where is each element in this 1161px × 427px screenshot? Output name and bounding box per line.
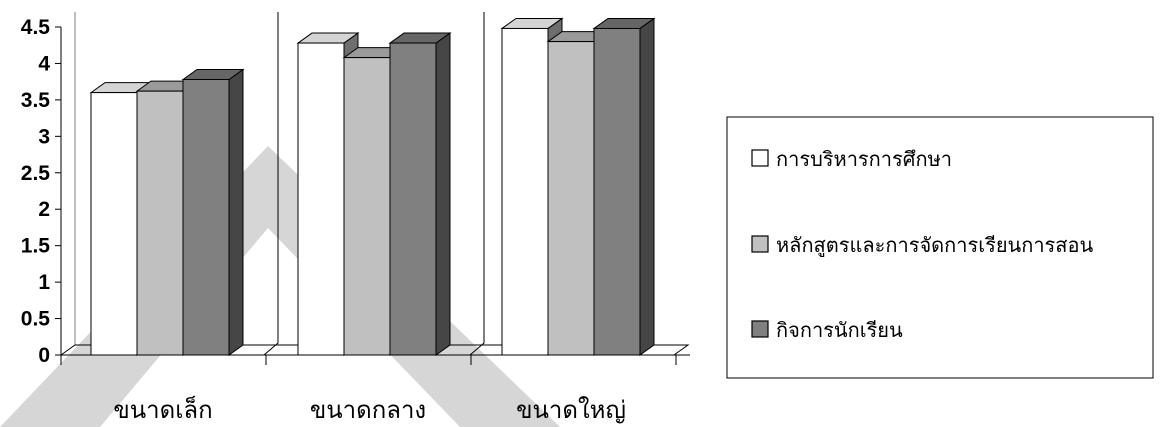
- bar-side-face: [228, 68, 244, 356]
- bar-front-face: [389, 42, 437, 356]
- y-tick-label: 0.5: [21, 308, 51, 331]
- bar-front-face: [182, 78, 230, 356]
- legend-label: หลักสูตรและการจัดการเรียนการสอน: [776, 233, 1094, 258]
- bar-1-3: [181, 68, 245, 356]
- wall-divider-1: [263, 12, 279, 356]
- background-chevron-shape: [0, 146, 560, 427]
- y-tick-label: 2.5: [21, 162, 51, 185]
- y-tick-label: 3.5: [21, 89, 51, 112]
- bar-front-face: [297, 42, 345, 356]
- bar-front-face: [593, 27, 641, 356]
- bar-side-face: [639, 17, 655, 356]
- legend: การบริหารการศึกษาหลักสูตรและการจัดการเรี…: [726, 116, 1154, 379]
- bar-front-face: [136, 90, 184, 356]
- axes: 0 0.5 1 1.5 2 2.5 3 3.5 4 4.5 ขนาดเล็ก ขนาดกลาง ขนาด…: [21, 16, 690, 424]
- y-tick-label: 1.5: [21, 235, 51, 258]
- bar-2-3: [388, 32, 452, 356]
- bar-side-face: [435, 32, 451, 356]
- y-tick-label: 4.5: [21, 16, 51, 39]
- x-category-label: ขนาดเล็ก: [113, 395, 212, 424]
- diagonal-decoration: [0, 146, 560, 427]
- legend-swatch: [751, 235, 769, 253]
- y-tick-label: 3: [38, 125, 50, 148]
- bar-front-face: [547, 41, 595, 356]
- y-tick-label: 1: [38, 271, 50, 294]
- bar-front-face: [343, 57, 391, 356]
- bars: [89, 17, 656, 356]
- bar-front-face: [90, 92, 138, 356]
- legend-item-1: การบริหารการศึกษา: [751, 147, 952, 171]
- y-tick-label: 2: [38, 198, 50, 221]
- legend-label: กิจการนักเรียน: [776, 318, 903, 342]
- x-category-label: ขนาดใหญ่: [516, 396, 626, 424]
- legend-item-2: หลักสูตรและการจัดการเรียนการสอน: [751, 233, 1094, 258]
- legend-box: [726, 116, 1154, 379]
- legend-swatch: [751, 149, 769, 167]
- bar-front-face: [501, 27, 549, 356]
- bar-3-3: [592, 17, 656, 356]
- x-category-label: ขนาดกลาง: [310, 396, 426, 424]
- y-tick-label: 4: [38, 52, 50, 75]
- legend-item-3: กิจการนักเรียน: [751, 318, 903, 342]
- legend-swatch: [751, 320, 769, 338]
- legend-label: การบริหารการศึกษา: [776, 147, 952, 171]
- y-tick-label: 0: [38, 344, 50, 367]
- wall-divider-2: [469, 12, 485, 356]
